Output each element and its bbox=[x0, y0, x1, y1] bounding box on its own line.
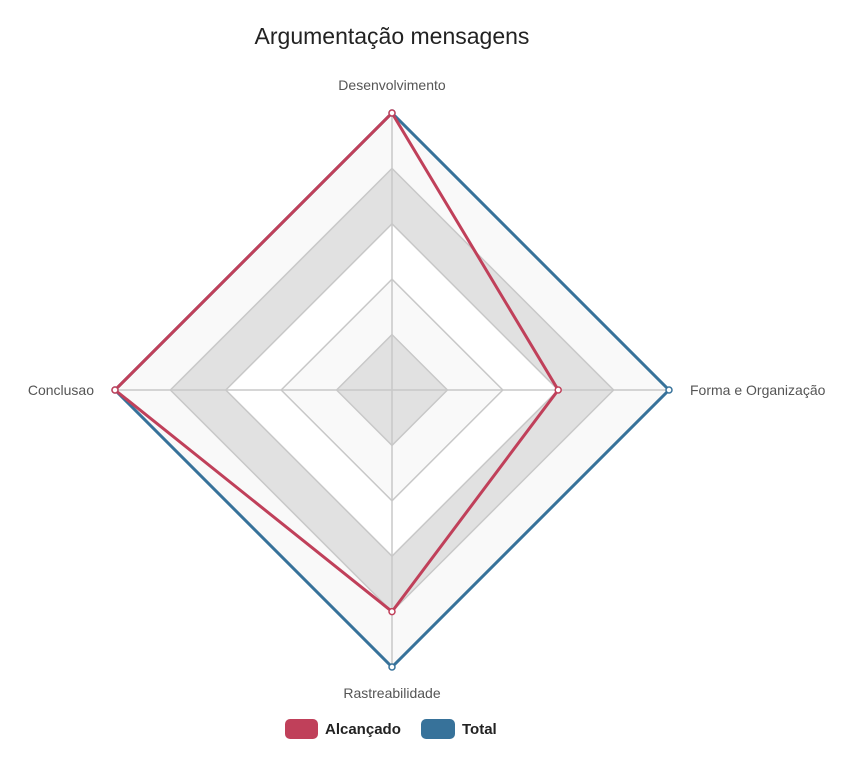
data-point-alcancado-conclusao[interactable] bbox=[111, 386, 119, 394]
radar-series bbox=[111, 109, 673, 671]
data-point-alcancado-desenvolvimento[interactable] bbox=[388, 109, 396, 117]
legend-swatch-total bbox=[421, 719, 455, 739]
axis-label-conclusao: Conclusao bbox=[28, 382, 94, 398]
data-point-alcancado-rastreabilidade[interactable] bbox=[388, 607, 396, 616]
axis-label-rastreabilidade: Rastreabilidade bbox=[343, 685, 440, 701]
legend-label-alcancado: Alcançado bbox=[325, 721, 401, 738]
legend-swatch-alcancado bbox=[285, 719, 318, 739]
radar-grid bbox=[113, 111, 671, 669]
axis-label-forma-e-organizacao: Forma e Organização bbox=[690, 382, 826, 398]
data-point-alcancado-forma-e-organizacao[interactable] bbox=[554, 386, 562, 394]
legend: Alcançado Total bbox=[285, 719, 497, 739]
legend-label-total: Total bbox=[462, 721, 497, 738]
chart-title: Argumentação mensagens bbox=[255, 23, 530, 49]
legend-item-total[interactable]: Total bbox=[421, 719, 497, 739]
axis-label-desenvolvimento: Desenvolvimento bbox=[338, 77, 446, 93]
legend-item-alcancado[interactable]: Alcançado bbox=[285, 719, 401, 739]
data-point-total-rastreabilidade[interactable] bbox=[388, 663, 396, 671]
data-point-total-forma-e-organizacao[interactable] bbox=[665, 386, 673, 394]
